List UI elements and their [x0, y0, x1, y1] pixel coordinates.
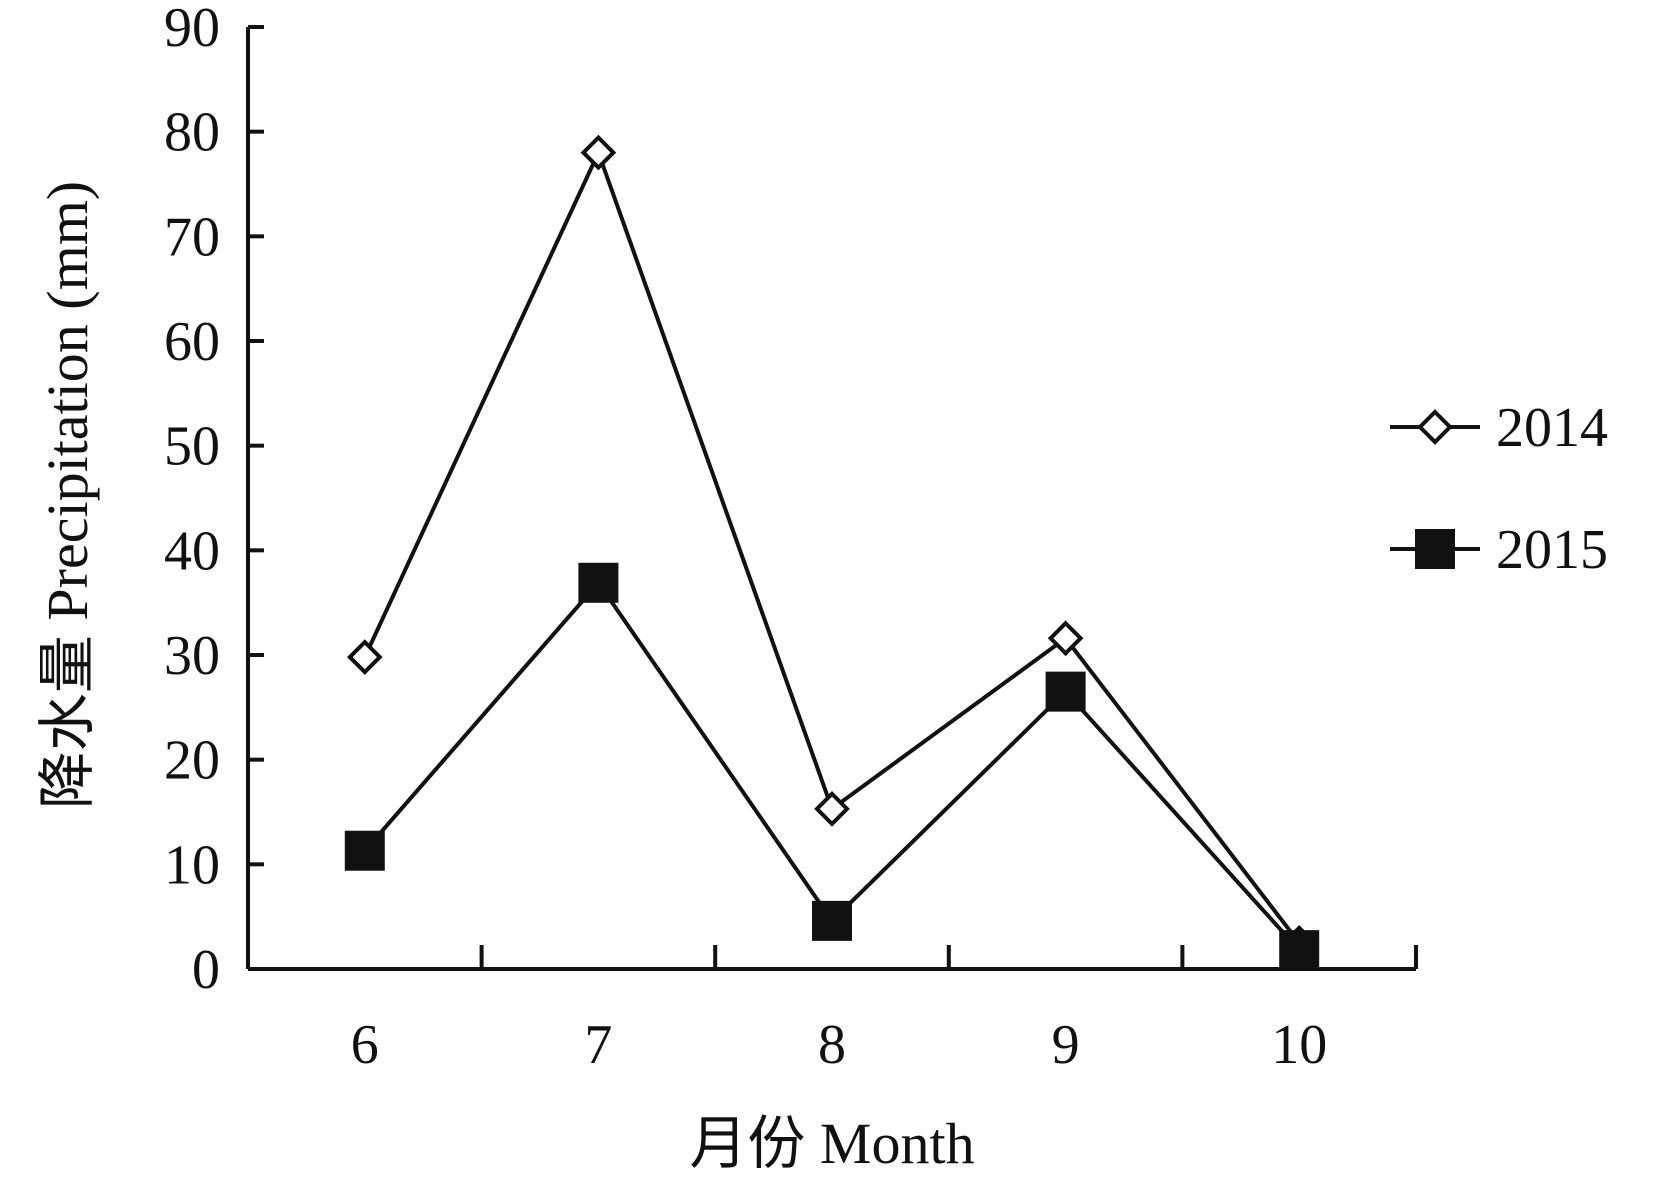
y-tick-label: 10	[164, 834, 220, 896]
y-tick-label: 30	[164, 625, 220, 687]
y-tick-label: 40	[164, 520, 220, 582]
legend-marker	[1415, 529, 1455, 569]
legend: 2014 2015	[1390, 397, 1608, 581]
series-2014	[346, 134, 1318, 961]
x-tick-label: 9	[1052, 1014, 1080, 1076]
axes	[246, 25, 1418, 971]
x-tick-label: 10	[1271, 1014, 1327, 1076]
data-point-2014-7	[580, 134, 617, 171]
data-point-2015-6	[344, 830, 385, 871]
series-line-2015	[363, 579, 1301, 952]
data-point-2014-8	[814, 791, 850, 827]
x-tick-label: 8	[818, 1014, 846, 1076]
y-tick-label: 0	[192, 939, 220, 1001]
y-tick-labels: 0 10 20 30 40 50 60 70 80 90	[164, 0, 220, 1001]
x-axis-title: 月份 Month	[689, 1111, 974, 1176]
series-2015	[344, 562, 1320, 971]
y-tick-label: 50	[164, 416, 220, 478]
y-tick-label: 80	[164, 102, 220, 164]
data-point-2015-10	[1279, 930, 1320, 971]
legend-item-2015: 2015	[1390, 519, 1608, 581]
y-tick-label: 90	[164, 0, 220, 59]
y-tick-label: 70	[164, 206, 220, 268]
data-point-2015-7	[578, 562, 619, 603]
x-tick-label: 6	[351, 1014, 379, 1076]
legend-label: 2015	[1496, 519, 1608, 581]
y-tick-label: 20	[164, 730, 220, 792]
y-tick-label: 60	[164, 311, 220, 373]
data-point-2014-9	[1047, 620, 1084, 657]
series-layer	[344, 134, 1320, 971]
y-axis-title: 降水量 Precipitation (mm)	[35, 181, 100, 809]
x-tick-label: 7	[584, 1014, 612, 1076]
legend-marker	[1417, 409, 1453, 445]
x-tick-labels: 6 7 8 9 10	[351, 1014, 1327, 1076]
data-point-2015-9	[1045, 671, 1086, 712]
data-point-2014-6	[346, 639, 383, 675]
legend-label: 2014	[1496, 397, 1608, 459]
data-point-2015-8	[812, 900, 852, 941]
legend-item-2014: 2014	[1390, 397, 1608, 459]
